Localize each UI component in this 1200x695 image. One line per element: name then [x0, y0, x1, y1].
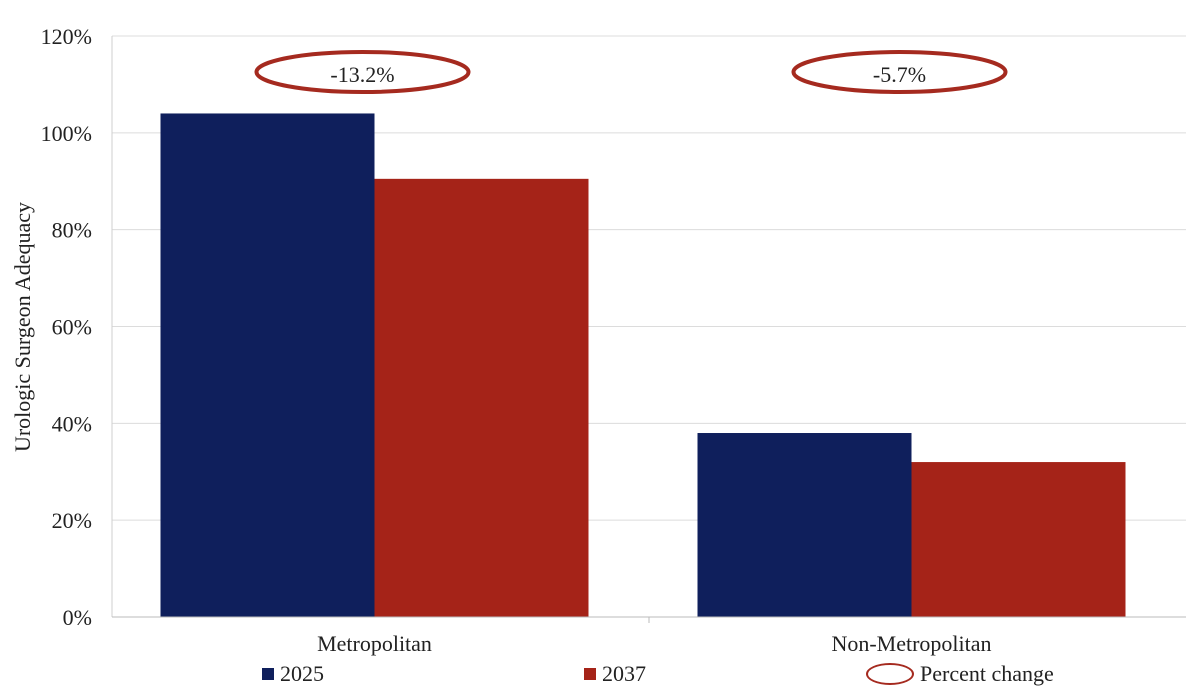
y-axis-label: Urologic Surgeon Adequacy: [10, 202, 35, 452]
y-tick-label: 80%: [52, 218, 92, 243]
legend-swatch-2025: [262, 668, 274, 680]
y-tick-label: 0%: [63, 605, 92, 630]
percent-change-label: -5.7%: [873, 62, 926, 87]
bar-2037-metropolitan: [374, 178, 589, 617]
y-tick-label: 60%: [52, 315, 92, 340]
legend-item-percent-change: Percent change: [866, 659, 1054, 689]
y-tick-label: 120%: [41, 24, 92, 49]
x-category-label: Non-Metropolitan: [831, 631, 991, 656]
percent-change-ellipse: [791, 50, 1008, 94]
x-category-label: Metropolitan: [317, 631, 432, 656]
y-tick-label: 20%: [52, 508, 92, 533]
legend-item-2025: 2025: [262, 659, 324, 689]
percent-change-label: -13.2%: [330, 62, 394, 87]
legend-label-percent-change: Percent change: [920, 661, 1054, 686]
x-axis-categories: Metropolitan Non-Metropolitan: [317, 617, 992, 656]
ellipse-icon: [866, 663, 914, 685]
percent-change-ellipse: [254, 50, 471, 94]
y-axis-ticks: 0% 20% 40% 60% 80% 100% 120%: [41, 24, 92, 630]
y-tick-label: 100%: [41, 121, 92, 146]
legend-item-2037: 2037: [584, 659, 646, 689]
bars: [160, 113, 1126, 617]
legend-label-2037: 2037: [602, 661, 646, 686]
legend-swatch-2037: [584, 668, 596, 680]
bar-2037-non-metropolitan: [911, 462, 1126, 617]
bar-2025-metropolitan: [160, 113, 375, 617]
legend-label-2025: 2025: [280, 661, 324, 686]
bar-2025-non-metropolitan: [697, 433, 912, 617]
annotations: -13.2% -5.7%: [254, 50, 1008, 94]
y-tick-label: 40%: [52, 411, 92, 436]
